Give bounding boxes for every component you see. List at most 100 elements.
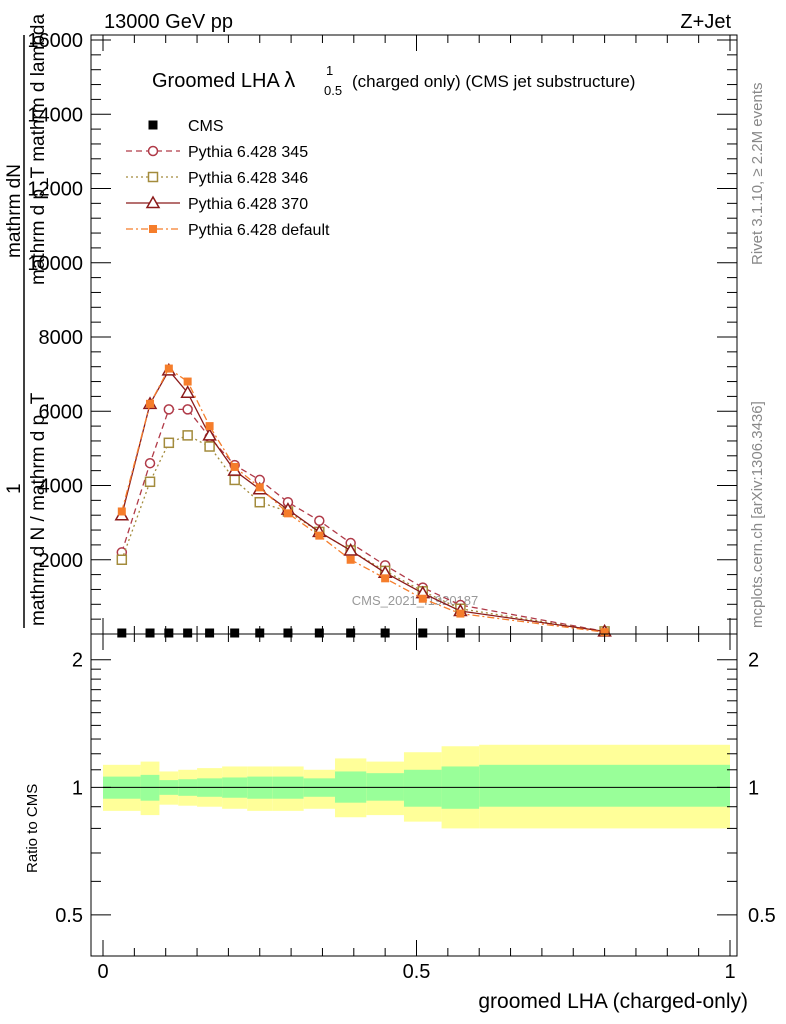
data-point-cms — [164, 628, 174, 638]
series-line-p346 — [121, 434, 605, 633]
data-point-pdef — [230, 462, 239, 471]
svg-text:Groomed LHA λ: Groomed LHA λ — [152, 67, 295, 92]
title-sup: 1 — [326, 63, 333, 78]
main-ytick-label: 4000 — [39, 476, 84, 498]
data-point-p345 — [314, 515, 325, 527]
data-point-pdef — [381, 574, 390, 583]
data-point-pdef — [205, 422, 214, 431]
legend-label: Pythia 6.428 345 — [188, 144, 308, 161]
data-point-cms — [314, 628, 324, 638]
header-right: Z+Jet — [680, 11, 731, 33]
data-point-cms — [230, 628, 240, 638]
data-point-cms — [380, 628, 390, 638]
series-pdef — [117, 364, 609, 637]
legend-item-p345: Pythia 6.428 345 — [126, 144, 308, 161]
legend-label: Pythia 6.428 346 — [188, 170, 308, 187]
ylabel-frac1-den: mathrm d p_T mathrm d lambda — [28, 14, 49, 285]
ratio-ytick-label-right: 2 — [748, 650, 759, 672]
data-point-p370 — [343, 542, 358, 556]
xtick-label: 0.5 — [403, 961, 431, 983]
data-point-pdef — [164, 364, 173, 373]
ratio-y-ticks: 0.5 0.5 1 1 2 2 — [55, 650, 776, 927]
data-point-p370 — [202, 427, 217, 441]
data-point-pdef — [346, 555, 355, 564]
main-ytick-label: 10000 — [27, 253, 83, 275]
data-point-p346 — [254, 496, 265, 508]
data-point-pdef — [315, 531, 324, 540]
ratio-plot: 0.5 0.51 12 2 0 0.5 1 Ratio to CMS — [24, 633, 776, 983]
ratio-ytick-label-right: 1 — [748, 777, 759, 799]
data-point-pdef — [456, 609, 465, 618]
main-plot: 2000 4000 6000 8000 10000 12000 14000 16000 CMS… — [27, 30, 738, 638]
plot-title: Groomed LHA λ 1 0.5 (charged only) (CMS … — [152, 63, 635, 98]
xtick-label: 0 — [97, 961, 108, 983]
ratio-ytick-label-right: 0.5 — [748, 905, 776, 927]
data-point-cms — [183, 628, 193, 638]
data-point-pdef — [117, 507, 126, 516]
ratio-ytick-label: 1 — [72, 777, 83, 799]
title-main: Groomed LHA — [152, 70, 284, 92]
ratio-band-inner — [479, 764, 730, 807]
series-layer — [114, 362, 612, 638]
data-point-cms — [255, 628, 265, 638]
y-axis-label: mathrm dN mathrm d p_T mathrm d lambda 1… — [4, 14, 49, 628]
data-point-cms — [205, 628, 215, 638]
data-point-cms — [418, 628, 428, 638]
data-point-cms — [283, 628, 293, 638]
main-ytick-label: 2000 — [39, 550, 84, 572]
ratio-x-ticks: 0 0.5 1 — [97, 634, 736, 983]
data-point-p346 — [229, 474, 240, 486]
main-ytick-label: 6000 — [39, 401, 84, 423]
data-point-cms — [346, 628, 356, 638]
data-point-p345 — [182, 404, 193, 415]
legend-marker — [148, 120, 158, 130]
x-axis-label: groomed LHA (charged-only) — [478, 990, 748, 1013]
data-point-p346 — [163, 437, 175, 449]
ylabel-frac1-num: mathrm dN — [4, 164, 25, 258]
legend-item-p370: Pythia 6.428 370 — [126, 195, 308, 213]
title-rest: (charged only) (CMS jet substructure) — [352, 72, 635, 91]
legend-label: Pythia 6.428 370 — [188, 196, 308, 213]
ratio-ytick-label: 0.5 — [55, 905, 83, 927]
data-point-pdef — [183, 377, 192, 386]
data-point-p346 — [204, 441, 215, 452]
data-point-p370 — [180, 385, 195, 398]
ratio-ytick-label: 2 — [72, 650, 83, 672]
legend-marker — [149, 225, 157, 233]
ratio-bands — [103, 744, 730, 829]
legend-label: CMS — [188, 118, 224, 135]
data-point-p346 — [182, 430, 193, 441]
main-ytick-label: 16000 — [27, 30, 83, 52]
data-point-p346 — [144, 476, 156, 488]
data-point-p346 — [116, 554, 128, 565]
legend: CMS Pythia 6.428 345 Pythia 6.428 346 Pythi… — [126, 118, 330, 239]
legend-item-pdef: Pythia 6.428 default — [126, 222, 330, 239]
main-ytick-label: 8000 — [39, 327, 84, 349]
ylabel-frac2-num: 1 — [4, 483, 25, 494]
legend-item-p346: Pythia 6.428 346 — [126, 170, 308, 187]
ratio-band-inner — [403, 769, 442, 807]
legend-marker — [147, 171, 159, 183]
xtick-label: 1 — [724, 961, 735, 983]
data-point-cms — [145, 628, 155, 638]
title-lambda: λ — [284, 67, 295, 92]
legend-item-cms: CMS — [148, 118, 224, 135]
data-point-p345 — [144, 457, 156, 469]
data-point-cms — [117, 628, 127, 638]
main-y-ticks: 2000 4000 6000 8000 10000 12000 14000 16000 — [27, 30, 737, 620]
legend-marker — [147, 145, 159, 157]
header-left: 13000 GeV pp — [104, 11, 233, 33]
ratio-plot-frame — [90, 633, 738, 957]
data-point-cms — [455, 628, 465, 638]
mcplots-label: mcplots.cern.ch [arXiv:1306.3436] — [749, 401, 766, 628]
data-point-pdef — [418, 594, 427, 603]
data-point-pdef — [283, 509, 292, 518]
ylabel-frac2-den: mathrm d N / mathrm d p_T — [28, 392, 49, 626]
data-point-pdef — [600, 628, 609, 637]
legend-label: Pythia 6.428 default — [188, 222, 330, 239]
ratio-y-label: Ratio to CMS — [24, 784, 41, 873]
data-point-pdef — [146, 399, 155, 408]
main-ytick-label: 12000 — [27, 179, 83, 201]
data-point-p345 — [163, 404, 175, 415]
